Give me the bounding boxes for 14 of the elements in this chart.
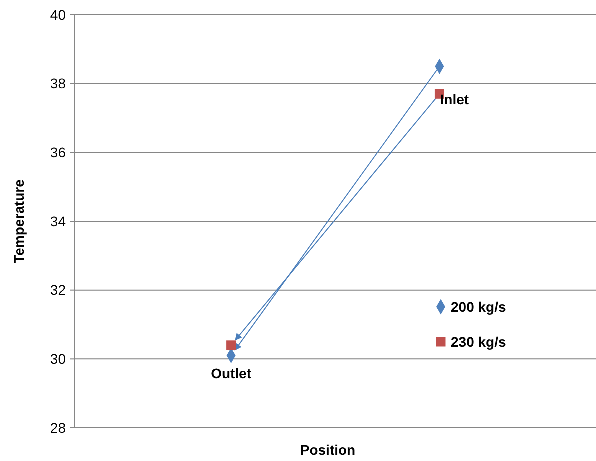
y-tick-label: 34 [50,213,66,230]
x-axis-title: Position [300,442,356,458]
annotation: Inlet [440,92,470,108]
y-tick-label: 32 [50,282,66,298]
y-axis-title: Temperature [11,179,27,264]
y-tick-label: 36 [50,144,66,161]
annotation: Outlet [211,366,252,382]
legend-label: 230 kg/s [451,334,506,350]
y-tick-label: 40 [50,6,66,23]
legend-label: 200 kg/s [451,298,506,315]
y-tick-label: 28 [50,420,66,436]
y-tick-label: 38 [50,76,66,92]
point [226,340,236,350]
y-tick-label: 30 [50,351,66,368]
